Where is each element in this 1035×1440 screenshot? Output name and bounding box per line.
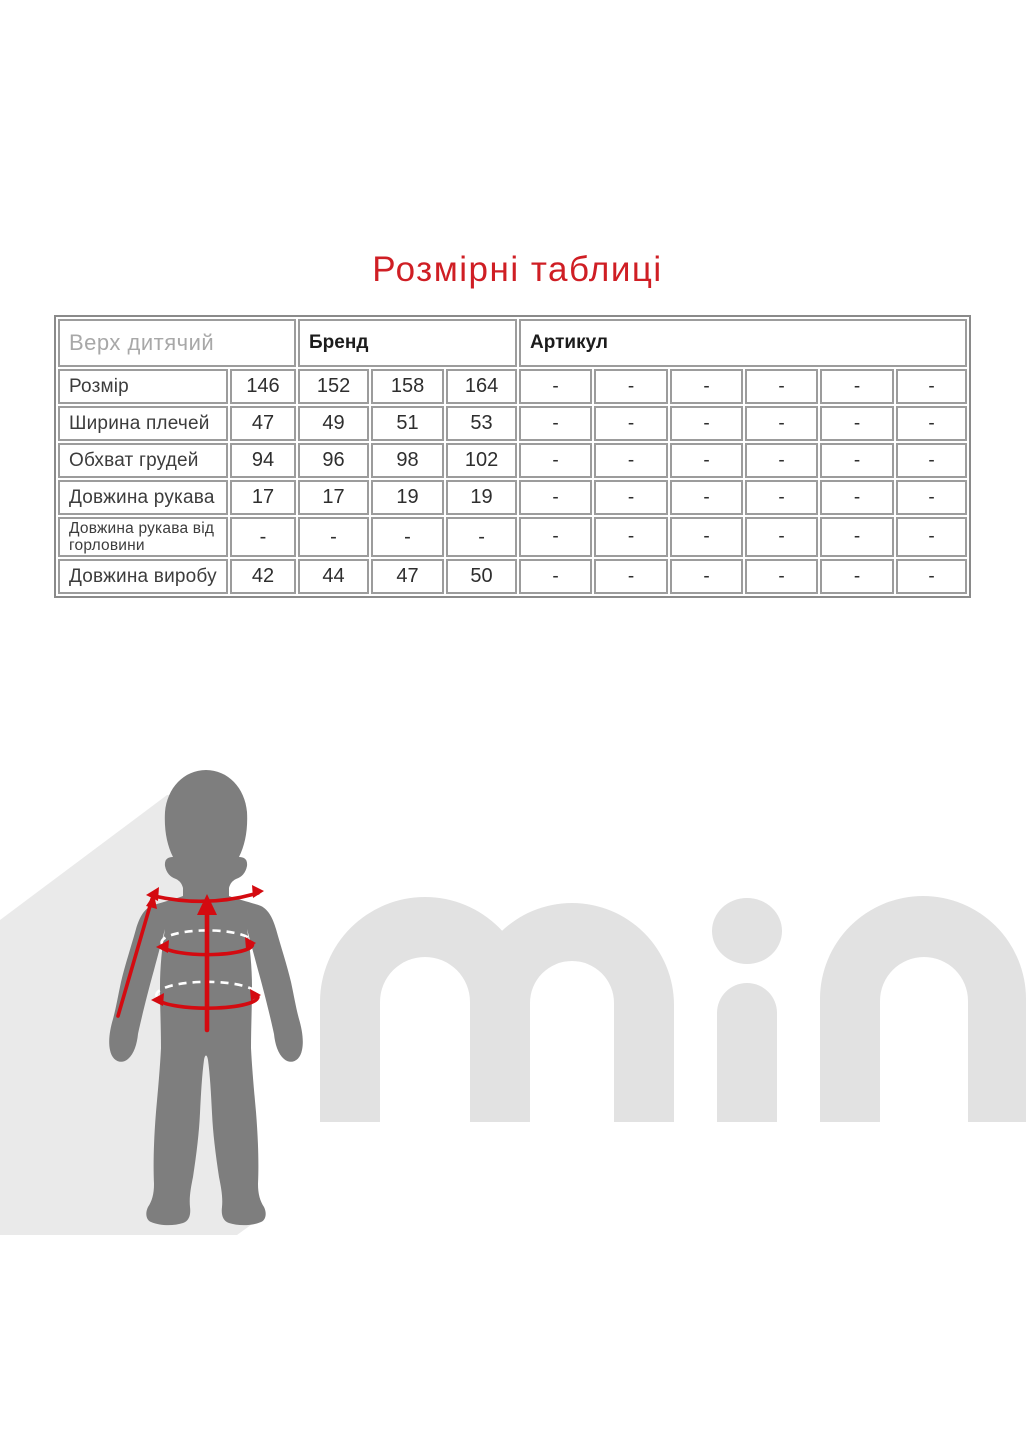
table-row: Ширина плечей 47 49 51 53- - - - - - bbox=[58, 406, 968, 441]
article-value-cell: - bbox=[745, 406, 819, 441]
size-value-cell: - bbox=[446, 517, 518, 558]
size-value-cell: 98 bbox=[371, 443, 445, 478]
chest-girth-back-dashed-arc bbox=[160, 929, 254, 945]
article-value-cell: - bbox=[745, 443, 819, 478]
table-row: Довжина рукава 17 17 19 19- - - - - - bbox=[58, 480, 968, 515]
size-value-cell: 17 bbox=[230, 480, 297, 515]
article-value-cell: - bbox=[745, 369, 819, 404]
size-value-cell: 152 bbox=[298, 369, 370, 404]
page-title: Розмірні таблиці bbox=[372, 250, 663, 289]
article-value-cell: - bbox=[670, 369, 744, 404]
size-value-cell: 53 bbox=[446, 406, 518, 441]
article-value-cell: - bbox=[594, 559, 669, 595]
measurement-label: Ширина плечей bbox=[58, 406, 228, 441]
article-value-cell: - bbox=[820, 369, 895, 404]
size-value-cell: 146 bbox=[230, 369, 297, 404]
table-row: Розмір 146 152 158 164- - - - - - bbox=[58, 369, 968, 404]
article-value-cell: - bbox=[519, 517, 593, 558]
brand-header-cell: Бренд bbox=[298, 319, 518, 367]
size-value-cell: 49 bbox=[298, 406, 370, 441]
size-value-cell: 102 bbox=[446, 443, 518, 478]
article-value-cell: - bbox=[519, 559, 593, 595]
article-value-cell: - bbox=[896, 559, 968, 595]
measurement-label: Розмір bbox=[58, 369, 228, 404]
size-value-cell: 44 bbox=[298, 559, 370, 595]
article-value-cell: - bbox=[896, 517, 968, 558]
article-value-cell: - bbox=[594, 517, 669, 558]
article-value-cell: - bbox=[820, 480, 895, 515]
article-value-cell: - bbox=[670, 559, 744, 595]
article-value-cell: - bbox=[820, 559, 895, 595]
table-row: Довжина рукава від горловини - - - - - - - - - - bbox=[58, 517, 968, 558]
measurement-arrows bbox=[116, 885, 264, 1033]
article-value-cell: - bbox=[745, 517, 819, 558]
article-value-cell: - bbox=[594, 369, 669, 404]
size-value-cell: 17 bbox=[298, 480, 370, 515]
table-header-row: Верх дитячий Бренд Артикул bbox=[58, 319, 968, 367]
size-value-cell: 96 bbox=[298, 443, 370, 478]
article-value-cell: - bbox=[745, 559, 819, 595]
chest-girth-arrow bbox=[160, 941, 255, 957]
size-table: Верх дитячий Бренд Артикул Розмір 146 152 1… bbox=[56, 317, 970, 597]
article-value-cell: - bbox=[594, 480, 669, 515]
size-value-cell: - bbox=[230, 517, 297, 558]
article-value-cell: - bbox=[519, 480, 593, 515]
article-value-cell: - bbox=[594, 443, 669, 478]
measurement-label: Довжина виробу bbox=[58, 559, 228, 595]
size-value-cell: 158 bbox=[371, 369, 445, 404]
article-value-cell: - bbox=[670, 517, 744, 558]
article-value-cell: - bbox=[896, 443, 968, 478]
article-value-cell: - bbox=[896, 480, 968, 515]
measurement-label: Обхват грудей bbox=[58, 443, 228, 478]
min-watermark bbox=[320, 896, 1026, 1122]
article-value-cell: - bbox=[820, 406, 895, 441]
measurement-label: Довжина рукава bbox=[58, 480, 228, 515]
article-value-cell: - bbox=[820, 443, 895, 478]
size-value-cell: 164 bbox=[446, 369, 518, 404]
measurement-label: Довжина рукава від горловини bbox=[58, 517, 228, 558]
size-value-cell: 51 bbox=[371, 406, 445, 441]
table-row: Довжина виробу 42 44 47 50- - - - - - bbox=[58, 559, 968, 595]
article-value-cell: - bbox=[519, 369, 593, 404]
table-row: Обхват грудей 94 96 98 102- - - - - - bbox=[58, 443, 968, 478]
article-value-cell: - bbox=[519, 406, 593, 441]
article-value-cell: - bbox=[594, 406, 669, 441]
article-value-cell: - bbox=[820, 517, 895, 558]
article-value-cell: - bbox=[896, 406, 968, 441]
size-value-cell: 47 bbox=[230, 406, 297, 441]
letter-i-dot bbox=[712, 898, 782, 964]
article-header-cell: Артикул bbox=[519, 319, 968, 367]
size-value-cell: - bbox=[371, 517, 445, 558]
size-value-cell: 47 bbox=[371, 559, 445, 595]
article-value-cell: - bbox=[670, 443, 744, 478]
article-value-cell: - bbox=[896, 369, 968, 404]
article-value-cell: - bbox=[670, 480, 744, 515]
size-value-cell: 42 bbox=[230, 559, 297, 595]
article-value-cell: - bbox=[670, 406, 744, 441]
article-value-cell: - bbox=[519, 443, 593, 478]
waist-girth-back-dashed-arc bbox=[155, 980, 259, 998]
size-value-cell: 94 bbox=[230, 443, 297, 478]
size-value-cell: 19 bbox=[371, 480, 445, 515]
size-value-cell: 50 bbox=[446, 559, 518, 595]
group-header-cell: Верх дитячий bbox=[58, 319, 297, 367]
size-table-container: Верх дитячий Бренд Артикул Розмір 146 152 1… bbox=[54, 315, 972, 599]
size-value-cell: 19 bbox=[446, 480, 518, 515]
article-value-cell: - bbox=[745, 480, 819, 515]
size-value-cell: - bbox=[298, 517, 370, 558]
sleeve-length-arrow bbox=[116, 897, 154, 1018]
waist-girth-arrow bbox=[155, 993, 260, 1010]
